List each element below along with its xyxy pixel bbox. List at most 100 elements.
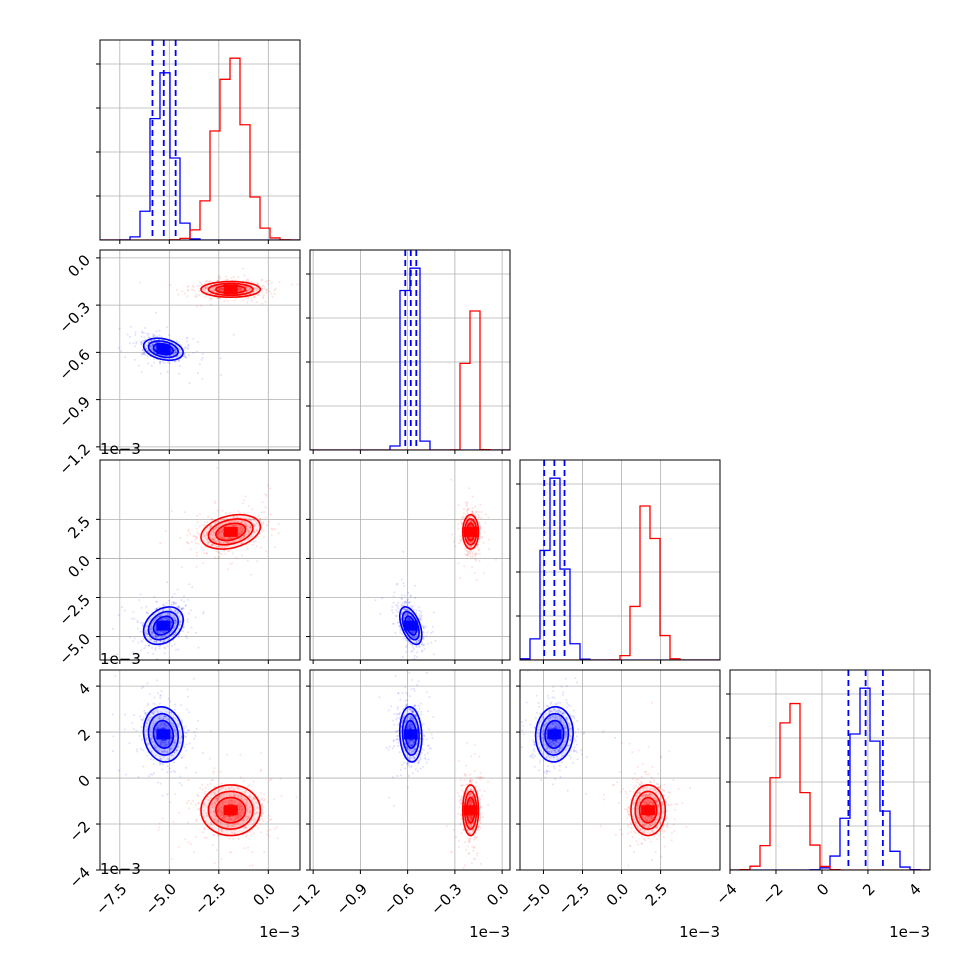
sample-point [243, 534, 246, 537]
sample-point [220, 374, 222, 376]
sample-point [174, 708, 177, 711]
sample-point [142, 749, 145, 752]
sample-point [178, 726, 181, 728]
sample-point [156, 726, 159, 729]
sample-point [123, 609, 126, 612]
sample-point [432, 630, 435, 633]
sample-point [143, 350, 146, 353]
sample-point [243, 512, 246, 515]
sample-point [168, 758, 171, 761]
sample-point [473, 553, 476, 556]
sample-point [175, 288, 178, 291]
sample-point [152, 631, 155, 634]
sample-point [192, 284, 194, 287]
sample-point [222, 541, 225, 544]
sample-point [160, 741, 163, 744]
sample-point [160, 724, 163, 726]
sample-point [191, 747, 194, 750]
sample-point [218, 802, 221, 805]
sample-point [141, 353, 144, 356]
sample-point [163, 640, 166, 643]
sample-point [188, 354, 190, 356]
sample-point [413, 608, 416, 611]
sample-point [138, 599, 140, 601]
sample-point [177, 605, 180, 607]
sample-point [162, 721, 165, 724]
sample-point [157, 727, 159, 730]
sample-point [470, 537, 473, 540]
sample-point [170, 734, 173, 737]
sample-point [150, 345, 153, 348]
sample-point [211, 533, 214, 536]
sample-point [149, 733, 152, 736]
sample-point [166, 724, 169, 727]
sample-point [233, 794, 236, 797]
sample-point [149, 626, 152, 629]
sample-point [201, 788, 204, 791]
sample-point [185, 337, 188, 340]
sample-point [465, 549, 468, 552]
sample-point [221, 289, 224, 292]
sample-point [159, 740, 162, 743]
sample-point [153, 744, 156, 747]
sample-point [140, 719, 143, 722]
sample-point [169, 619, 172, 622]
sample-point [264, 300, 267, 303]
sample-point [405, 650, 408, 653]
sample-point [216, 798, 218, 800]
sample-point [147, 332, 150, 335]
sample-point [212, 529, 215, 532]
sample-point [245, 818, 248, 821]
sample-point [261, 530, 264, 533]
sample-point [187, 528, 190, 531]
sample-point [220, 288, 223, 291]
sample-point [240, 521, 242, 524]
sample-point [206, 280, 209, 282]
sample-point [478, 537, 481, 540]
sample-point [470, 524, 472, 527]
sample-point [186, 695, 189, 698]
sample-point [214, 802, 217, 805]
sample-point [196, 284, 199, 287]
sample-point [420, 616, 423, 619]
sample-point [150, 625, 153, 628]
sample-point [271, 295, 274, 298]
sample-point [154, 341, 157, 344]
sample-point [184, 725, 187, 728]
sample-point [180, 608, 183, 611]
sample-point [228, 536, 231, 539]
sample-point [165, 751, 168, 754]
sample-point [228, 521, 231, 524]
sample-point [418, 609, 421, 612]
sample-point [195, 536, 197, 539]
sample-point [164, 726, 167, 729]
sample-point [174, 349, 177, 352]
sample-point [132, 611, 135, 614]
sample-point [479, 525, 482, 528]
sample-point [153, 357, 156, 360]
sample-point [246, 301, 249, 304]
sample-point [187, 612, 190, 615]
sample-point [117, 614, 120, 617]
sample-point [178, 782, 181, 784]
sample-point [179, 775, 182, 778]
sample-point [232, 524, 235, 527]
sample-point [223, 541, 226, 544]
panel-frame [99, 249, 301, 451]
sample-point [216, 811, 219, 813]
sample-point [220, 290, 223, 292]
sample-point [198, 363, 201, 366]
sample-point [165, 616, 167, 619]
sample-point [266, 290, 269, 293]
sample-point [256, 301, 258, 304]
sample-point [209, 526, 212, 529]
sample-point [239, 289, 242, 292]
sample-point [203, 552, 206, 554]
sample-point [141, 331, 144, 334]
sample-point [166, 619, 169, 621]
sample-point [462, 508, 465, 511]
sample-point [227, 549, 230, 552]
sample-point [183, 511, 186, 514]
sample-point [116, 653, 118, 656]
